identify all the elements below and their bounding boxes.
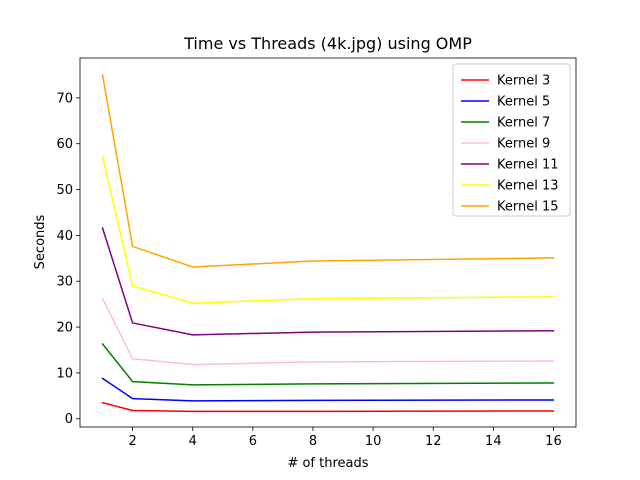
y-tick-label: 60: [56, 137, 73, 152]
y-tick-label: 0: [65, 412, 73, 427]
y-tick-label: 10: [56, 366, 73, 381]
x-tick-label: 10: [365, 434, 382, 449]
legend: Kernel 3 Kernel 5 Kernel 7 Kernel 9 Kernel 1…: [452, 63, 571, 217]
x-tick-label: 4: [189, 434, 197, 449]
series-line-kernel-9: [101, 297, 555, 366]
plot-area: 2 4 6 8 10 12 14 16 0 10 20 30 40 50 60 70: [56, 57, 577, 449]
legend-label: Kernel 5: [497, 95, 550, 110]
legend-box: [452, 63, 571, 217]
x-tick-label: 2: [128, 434, 136, 449]
y-tick-label: 20: [56, 321, 73, 336]
legend-label: Kernel 3: [497, 74, 550, 89]
series-line-kernel-7: [101, 342, 555, 386]
legend-label: Kernel 7: [497, 116, 550, 131]
legend-label: Kernel 9: [497, 137, 550, 152]
x-tick-label: 8: [309, 434, 317, 449]
axes-frame: [79, 57, 577, 428]
y-tick-label: 70: [56, 91, 73, 106]
y-tick-label: 40: [56, 229, 73, 244]
legend-label: Kernel 13: [497, 179, 559, 194]
series-line-kernel-11: [101, 227, 555, 336]
chart-title: Time vs Threads (4k.jpg) using OMP: [183, 34, 472, 53]
y-axis-title: Seconds: [33, 214, 48, 269]
x-tick-label: 16: [545, 434, 562, 449]
series-line-kernel-15: [101, 74, 555, 268]
y-tick-label: 50: [56, 183, 73, 198]
legend-label: Kernel 11: [497, 158, 559, 173]
series-line-kernel-13: [101, 155, 555, 304]
series-line-kernel-3: [101, 401, 555, 413]
legend-label: Kernel 15: [497, 200, 559, 215]
x-tick-label: 14: [485, 434, 502, 449]
x-tick-label: 6: [249, 434, 257, 449]
y-tick-label: 30: [56, 275, 73, 290]
x-tick-label: 12: [425, 434, 442, 449]
x-axis-title: # of threads: [287, 456, 368, 471]
series-line-kernel-5: [101, 377, 555, 402]
